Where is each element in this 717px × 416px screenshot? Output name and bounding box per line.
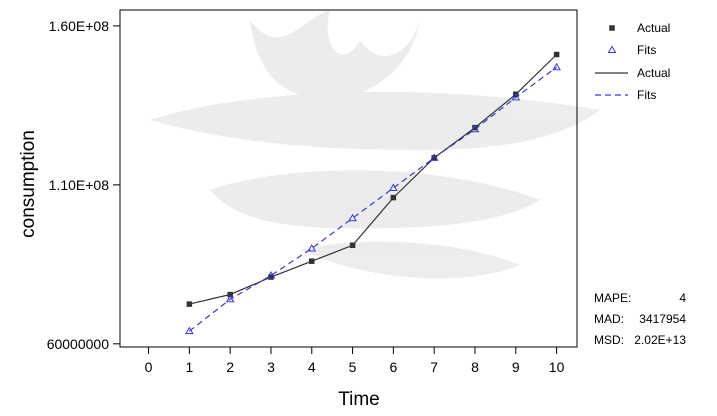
accuracy-measures: MAPE: 4 MAD: 3417954 MSD: 2.02E+13 — [594, 291, 686, 347]
x-tick-label: 5 — [349, 359, 357, 375]
actual-point — [227, 291, 233, 298]
legend-marker-actual — [609, 25, 615, 31]
mape-value: 4 — [679, 291, 686, 305]
y-axis-label: consumption — [18, 130, 39, 238]
x-tick-label: 0 — [145, 359, 153, 375]
x-tick-label: 3 — [267, 359, 275, 375]
legend-label: Actual — [637, 66, 670, 80]
x-tick-label: 1 — [185, 359, 193, 375]
mad-value: 3417954 — [639, 312, 686, 326]
actual-series-line — [189, 54, 558, 305]
legend-label: Actual — [637, 21, 670, 35]
actual-point — [186, 301, 193, 307]
y-tick-label: 1.10E+08 — [49, 177, 110, 193]
fits-point — [225, 294, 235, 303]
fits-point — [552, 62, 561, 71]
fits-point — [511, 92, 521, 101]
fits-series-line — [189, 66, 557, 332]
y-tick-label: 1.60E+08 — [49, 18, 110, 34]
x-tick-label: 8 — [471, 359, 479, 375]
fits-point — [470, 124, 480, 133]
fits-point — [429, 153, 439, 161]
fits-point — [307, 243, 317, 252]
x-tick-label: 6 — [389, 359, 397, 375]
fits-point — [389, 183, 398, 192]
fits-point — [266, 270, 276, 279]
x-tick-label: 9 — [512, 359, 520, 375]
x-tick-label: 10 — [549, 359, 565, 375]
actual-point — [309, 258, 315, 264]
x-tick-label: 7 — [430, 359, 438, 375]
legend-marker-fits — [607, 45, 617, 53]
legend-label: Fits — [637, 88, 656, 102]
y-tick-label: 60000000 — [47, 336, 110, 352]
legend-label: Fits — [637, 43, 656, 57]
mad-label: MAD: — [594, 312, 624, 326]
actual-point — [553, 51, 560, 58]
fits-point — [184, 326, 194, 335]
x-tick-label: 2 — [226, 359, 234, 375]
fits-point — [348, 213, 357, 222]
mape-label: MAPE: — [594, 291, 631, 305]
x-axis-label: Time — [338, 389, 380, 410]
plot-frame — [119, 9, 578, 348]
x-tick-label: 4 — [308, 359, 316, 375]
actual-point — [390, 194, 397, 201]
msd-value: 2.02E+13 — [634, 333, 686, 347]
actual-point — [349, 242, 356, 249]
msd-label: MSD: — [594, 333, 624, 347]
